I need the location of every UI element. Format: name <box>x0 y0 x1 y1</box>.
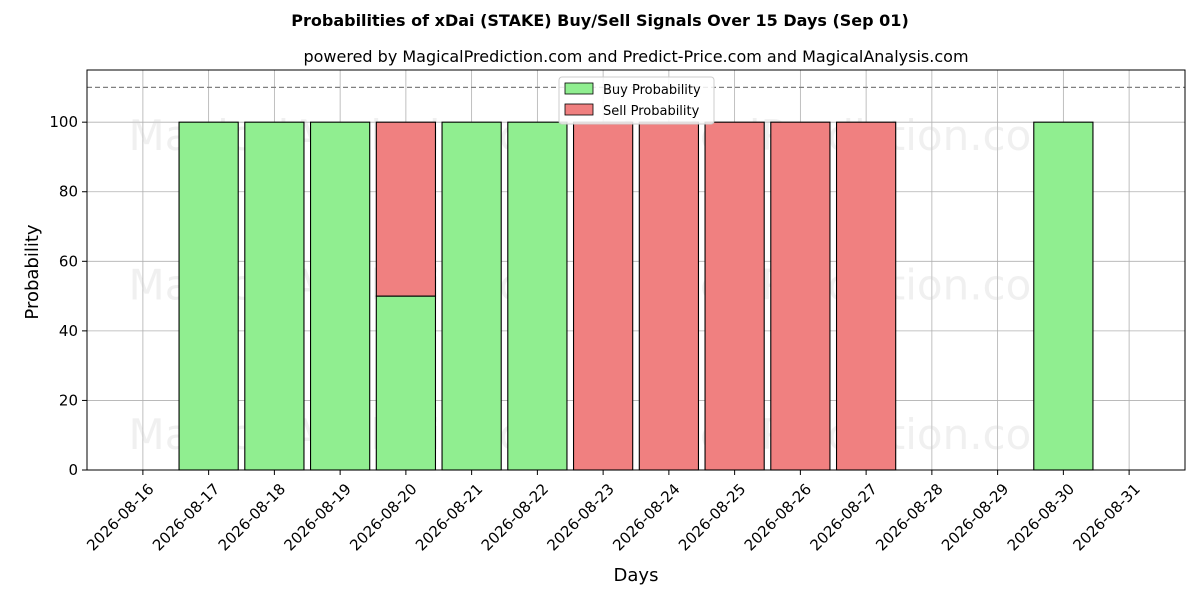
x-tick-label: 2026-08-20 <box>346 480 420 554</box>
sell-bar <box>638 121 700 471</box>
y-tick-label: 20 <box>59 391 78 409</box>
x-tick-label: 2026-08-29 <box>938 480 1012 554</box>
x-tick-label: 2026-08-25 <box>675 480 749 554</box>
plot-frame <box>86 69 1186 471</box>
x-tick-label: 2026-08-26 <box>741 480 815 554</box>
y-axis-label: Probability <box>22 224 43 319</box>
y-tick-label: 80 <box>59 183 78 201</box>
x-tick-label: 2026-08-21 <box>412 480 486 554</box>
legend-label-buy: Buy Probability <box>603 83 701 98</box>
x-tick-label: 2026-08-19 <box>281 480 355 554</box>
buy-bar <box>1033 121 1094 471</box>
sell-bar <box>770 121 831 471</box>
sell-bar <box>835 121 897 471</box>
legend-box <box>558 76 715 125</box>
legend-swatch-sell <box>564 103 594 116</box>
legend: Buy Probability Sell Probability <box>558 76 715 125</box>
x-tick-label: 2026-08-18 <box>215 480 289 554</box>
buy-bar <box>309 121 371 471</box>
buy-bar <box>375 295 437 471</box>
chart-subtitle: powered by MagicalPrediction.com and Pre… <box>303 47 968 66</box>
x-tick-label: 2026-08-27 <box>806 480 880 554</box>
x-axis-label: Days <box>614 565 659 586</box>
x-tick-label: 2026-08-17 <box>149 480 223 554</box>
y-tick-label: 60 <box>59 252 78 270</box>
x-tick-label: 2026-08-22 <box>478 480 552 554</box>
chart-title: Probabilities of xDai (STAKE) Buy/Sell S… <box>291 11 909 30</box>
sell-bar <box>375 121 437 297</box>
x-tick-label: 2026-08-23 <box>543 480 617 554</box>
x-tick-label: 2026-08-16 <box>83 480 157 554</box>
x-tick-label: 2026-08-31 <box>1069 480 1143 554</box>
x-tick-label: 2026-08-28 <box>872 480 946 554</box>
buy-bar <box>178 121 239 471</box>
x-tick-label: 2026-08-24 <box>609 480 683 554</box>
buy-bar <box>507 121 568 471</box>
legend-label-sell: Sell Probability <box>603 104 700 119</box>
legend-swatch-buy <box>564 82 594 95</box>
buy-bar <box>441 121 502 471</box>
bar-layer <box>178 121 1094 471</box>
sell-bar <box>704 121 765 471</box>
y-tick-label: 100 <box>49 113 78 131</box>
buy-bar <box>244 121 305 471</box>
y-tick-label: 0 <box>68 461 78 479</box>
y-tick-label: 40 <box>59 322 78 340</box>
x-tick-label: 2026-08-30 <box>1004 480 1078 554</box>
sell-bar <box>572 121 634 471</box>
